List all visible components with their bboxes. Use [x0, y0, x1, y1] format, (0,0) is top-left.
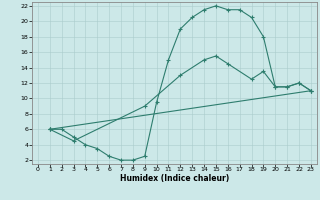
- X-axis label: Humidex (Indice chaleur): Humidex (Indice chaleur): [120, 174, 229, 183]
